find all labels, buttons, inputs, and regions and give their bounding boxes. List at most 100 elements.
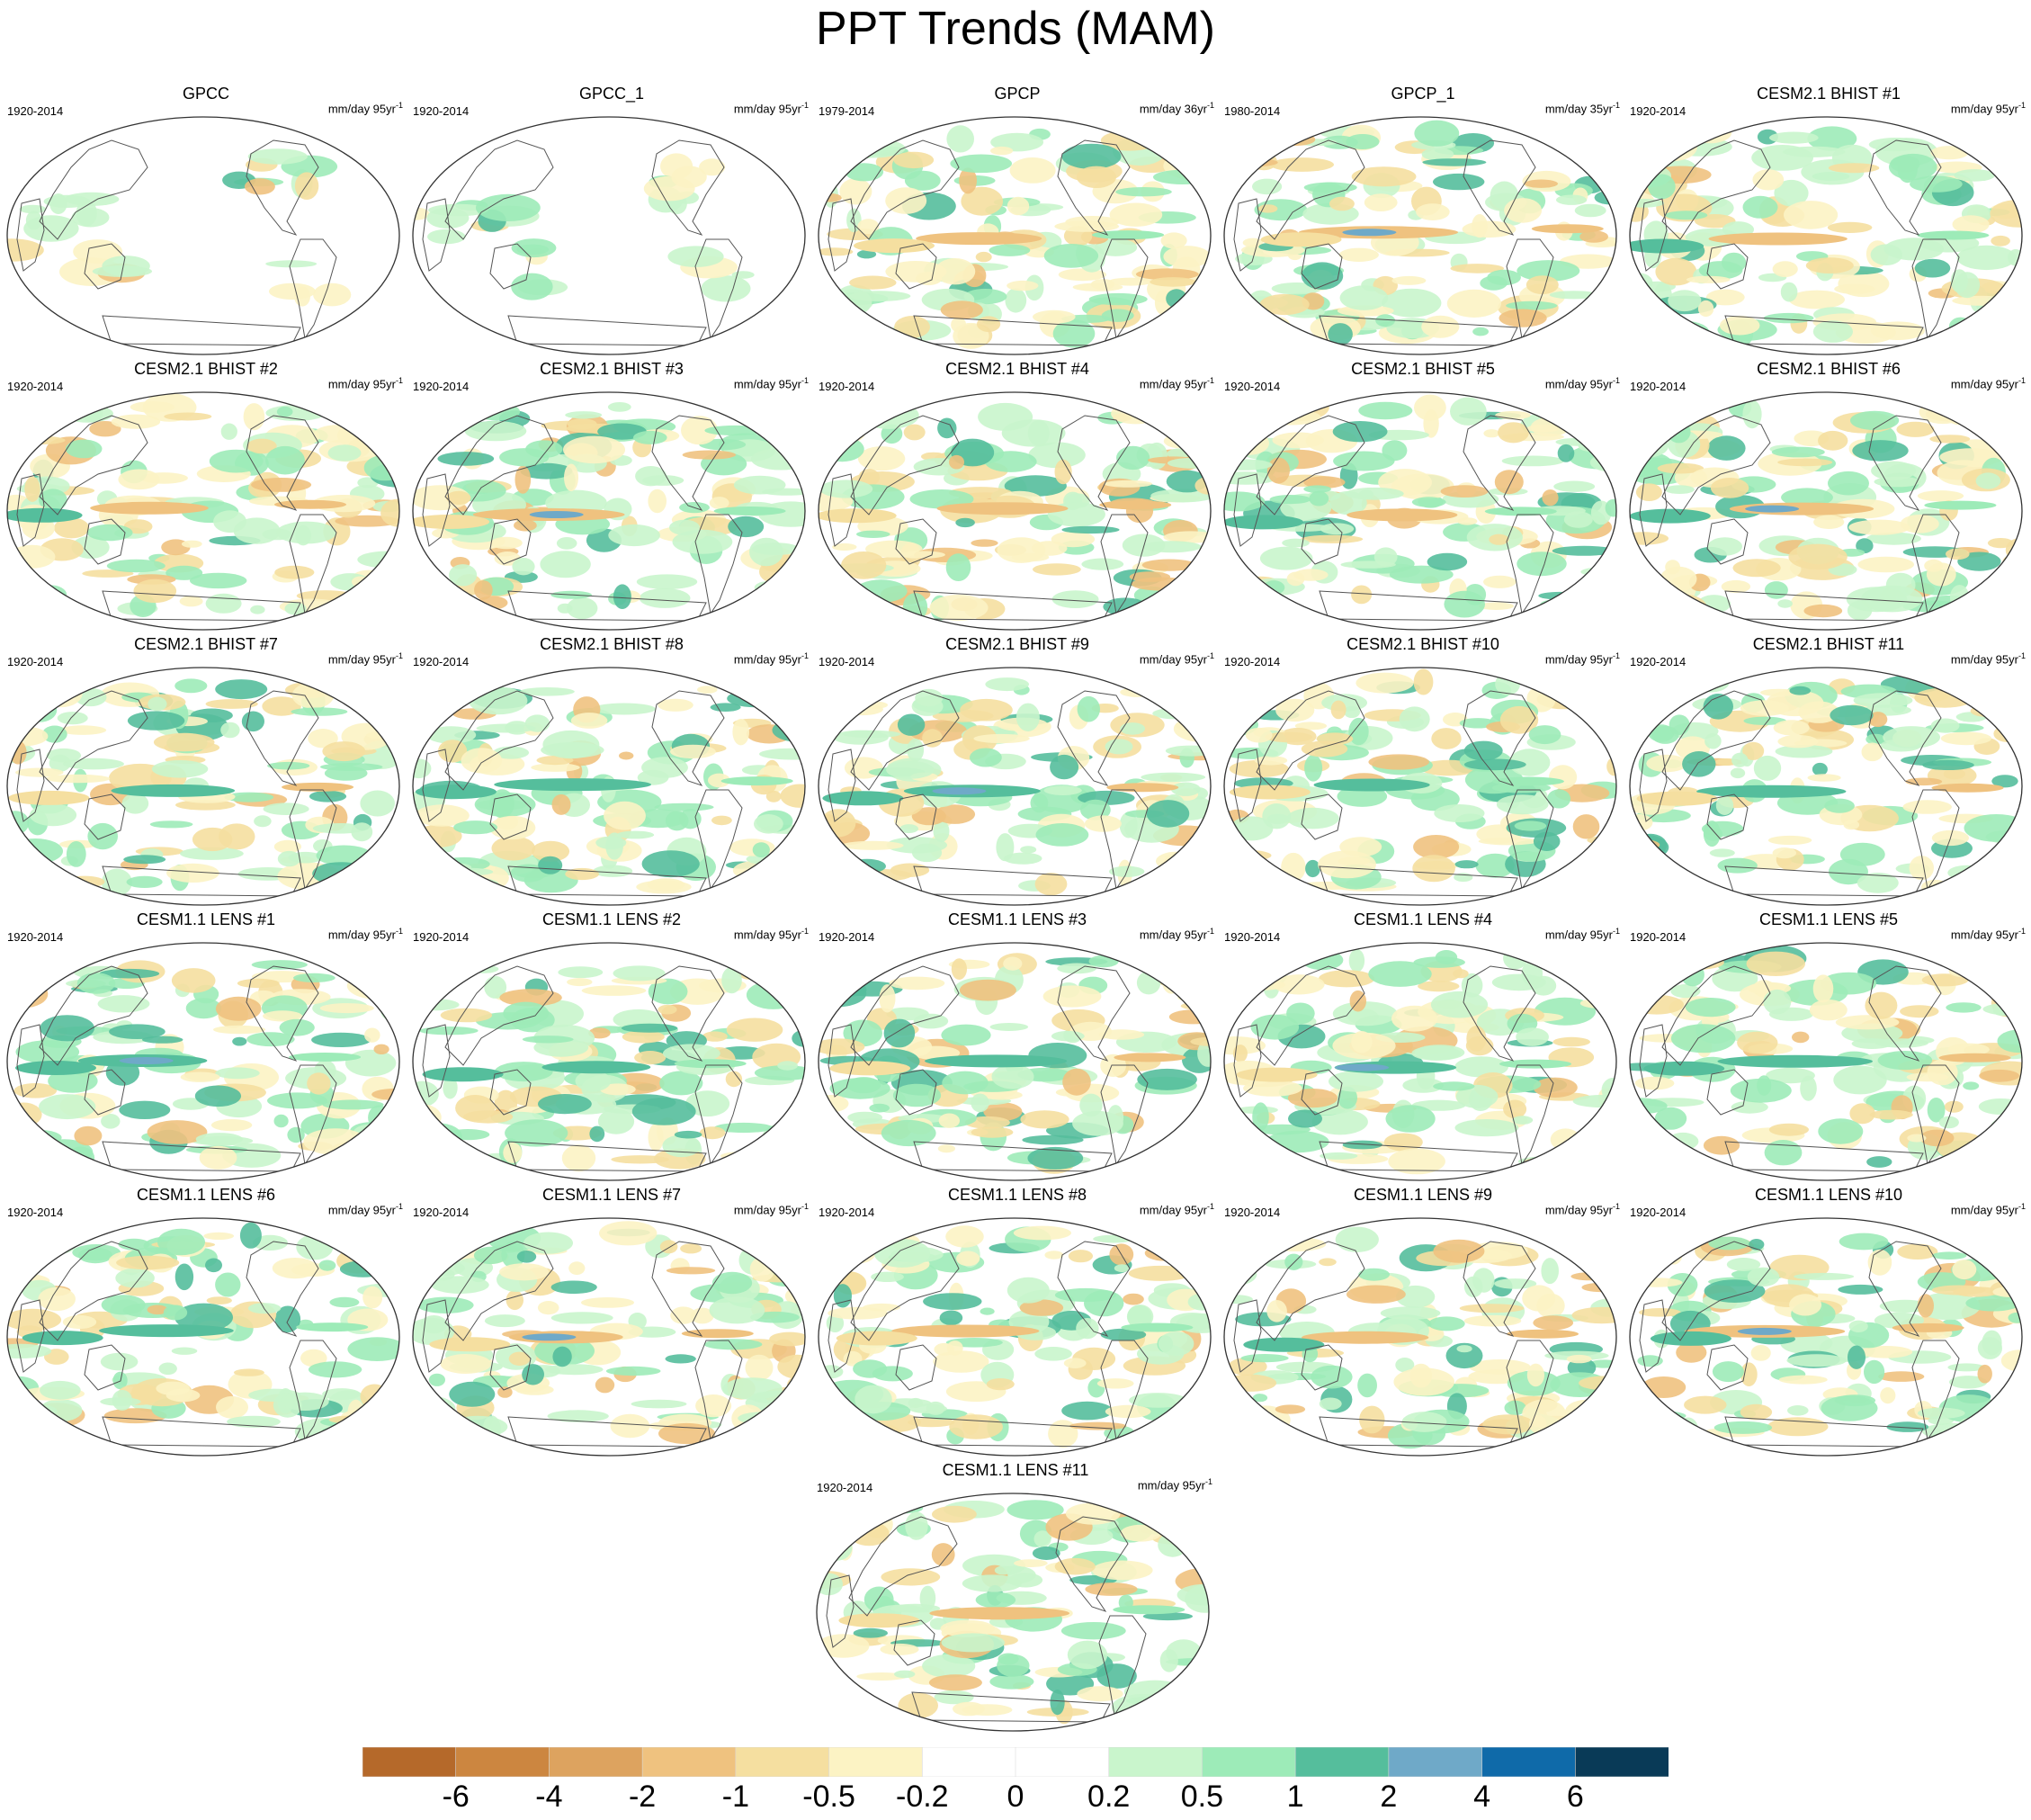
colorbar-swatch	[1574, 1747, 1669, 1777]
map-panel: GPCP 1979-2014 mm/day 36yr-1	[815, 85, 1220, 356]
panel-period: 1920-2014	[7, 1206, 64, 1219]
map-plot	[412, 942, 806, 1181]
colorbar-tick-label: -2	[628, 1780, 657, 1814]
panel-units-exponent: -1	[801, 927, 809, 936]
panel-title: CESM1.1 LENS #1	[136, 910, 276, 928]
panel-period: 1920-2014	[819, 930, 875, 944]
panel-units: mm/day 95yr-1	[1951, 376, 2026, 390]
panel-units: mm/day 95yr-1	[328, 1202, 403, 1216]
panel-period: 1920-2014	[817, 1481, 873, 1494]
map-panel: CESM1.1 LENS #6 1920-2014 mm/day 95yr-1	[4, 1186, 408, 1457]
panel-units-exponent: -1	[1612, 376, 1620, 385]
map-panel: CESM2.1 BHIST #3 1920-2014 mm/day 95yr-1	[409, 360, 814, 632]
map-plot	[1629, 391, 2023, 631]
panel-units-text: mm/day 95yr	[1544, 652, 1613, 667]
panel-units-text: mm/day 95yr	[733, 377, 801, 391]
panel-title: GPCP_1	[1391, 85, 1455, 103]
panel-units-exponent: -1	[801, 101, 809, 110]
panel-units-text: mm/day 95yr	[1137, 1478, 1205, 1493]
panel-units: mm/day 35yr-1	[1545, 101, 1620, 115]
panel-units-text: mm/day 95yr	[733, 652, 801, 667]
map-plot	[818, 116, 1212, 355]
map-plot	[818, 667, 1212, 906]
map-plot	[818, 391, 1212, 631]
panel-units-text: mm/day 95yr	[1950, 102, 2018, 116]
panel-units-exponent: -1	[1206, 101, 1214, 110]
colorbar-tick-label: -4	[535, 1780, 563, 1814]
colorbar-tick-label: 0	[1007, 1780, 1024, 1814]
panel-units-exponent: -1	[1206, 1202, 1214, 1211]
panel-period: 1920-2014	[1630, 104, 1687, 118]
panel-period: 1920-2014	[7, 930, 64, 944]
panel-units-exponent: -1	[1612, 927, 1620, 936]
colorbar-swatch	[1015, 1747, 1110, 1777]
panel-title: CESM1.1 LENS #9	[1353, 1186, 1493, 1204]
panel-title: CESM2.1 BHIST #4	[945, 360, 1089, 378]
panel-units-text: mm/day 95yr	[327, 652, 396, 667]
colorbar-swatch	[921, 1747, 1016, 1777]
map-plot	[412, 116, 806, 355]
panel-units: mm/day 95yr-1	[734, 376, 809, 390]
panel-units: mm/day 95yr-1	[734, 1202, 809, 1216]
panel-title: CESM2.1 BHIST #6	[1757, 360, 1901, 378]
panel-units: mm/day 95yr-1	[1951, 1202, 2026, 1216]
panel-period: 1920-2014	[413, 104, 470, 118]
colorbar-tick-label: -6	[442, 1780, 470, 1814]
panel-period: 1920-2014	[1224, 655, 1281, 668]
panel-units-text: mm/day 95yr	[327, 1203, 396, 1217]
map-plot	[412, 391, 806, 631]
panel-period: 1920-2014	[1224, 930, 1281, 944]
panel-units-exponent: -1	[395, 927, 403, 936]
panel-units: mm/day 95yr-1	[1951, 927, 2026, 941]
panel-period: 1920-2014	[413, 380, 470, 393]
map-plot	[412, 667, 806, 906]
panel-period: 1979-2014	[819, 104, 875, 118]
panel-units: mm/day 36yr-1	[1140, 101, 1214, 115]
map-plot	[412, 1217, 806, 1457]
panel-units: mm/day 95yr-1	[1545, 376, 1620, 390]
panel-units: mm/day 95yr-1	[328, 101, 403, 115]
map-plot	[6, 942, 400, 1181]
panel-period: 1920-2014	[7, 104, 64, 118]
panel-units: mm/day 95yr-1	[734, 927, 809, 941]
panel-units: mm/day 95yr-1	[1140, 927, 1214, 941]
colorbar-swatch	[362, 1747, 457, 1777]
panel-title: CESM2.1 BHIST #11	[1752, 635, 1905, 653]
panel-units-text: mm/day 95yr	[327, 377, 396, 391]
panel-units: mm/day 95yr-1	[1951, 101, 2026, 115]
panel-units: mm/day 95yr-1	[1140, 651, 1214, 666]
panel-period: 1920-2014	[1224, 380, 1281, 393]
map-panel: CESM2.1 BHIST #8 1920-2014 mm/day 95yr-1	[409, 635, 814, 907]
colorbar-swatch	[735, 1747, 830, 1777]
panel-period: 1920-2014	[413, 930, 470, 944]
panel-units-exponent: -1	[395, 376, 403, 385]
panel-units: mm/day 95yr-1	[1140, 376, 1214, 390]
panel-units-exponent: -1	[1206, 927, 1214, 936]
panel-period: 1920-2014	[1224, 1206, 1281, 1219]
colorbar-swatch	[641, 1747, 737, 1777]
panel-period: 1920-2014	[413, 1206, 470, 1219]
panel-period: 1920-2014	[819, 655, 875, 668]
map-plot	[818, 942, 1212, 1181]
map-plot	[6, 116, 400, 355]
panel-units-text: mm/day 95yr	[733, 1203, 801, 1217]
panel-units-text: mm/day 95yr	[1544, 928, 1613, 942]
panel-units: mm/day 95yr-1	[1545, 651, 1620, 666]
panel-units-exponent: -1	[1612, 1202, 1620, 1211]
panel-period: 1920-2014	[1630, 1206, 1687, 1219]
panel-title: CESM2.1 BHIST #5	[1351, 360, 1495, 378]
map-plot	[1223, 667, 1617, 906]
colorbar-tick-label: 0.5	[1180, 1780, 1224, 1814]
map-plot	[6, 391, 400, 631]
colorbar-tick-label: 1	[1286, 1780, 1304, 1814]
panel-period: 1920-2014	[1630, 655, 1687, 668]
panel-units-text: mm/day 95yr	[327, 102, 396, 116]
map-panel: GPCC 1920-2014 mm/day 95yr-1	[4, 85, 408, 356]
colorbar-swatch	[549, 1747, 643, 1777]
panel-title: CESM1.1 LENS #6	[136, 1186, 276, 1204]
map-panel: CESM2.1 BHIST #10 1920-2014 mm/day 95yr-1	[1221, 635, 1625, 907]
colorbar-tick-label: 2	[1380, 1780, 1398, 1814]
panel-units-exponent: -1	[801, 1202, 809, 1211]
panel-units: mm/day 95yr-1	[1951, 651, 2026, 666]
panel-period: 1980-2014	[1224, 104, 1281, 118]
